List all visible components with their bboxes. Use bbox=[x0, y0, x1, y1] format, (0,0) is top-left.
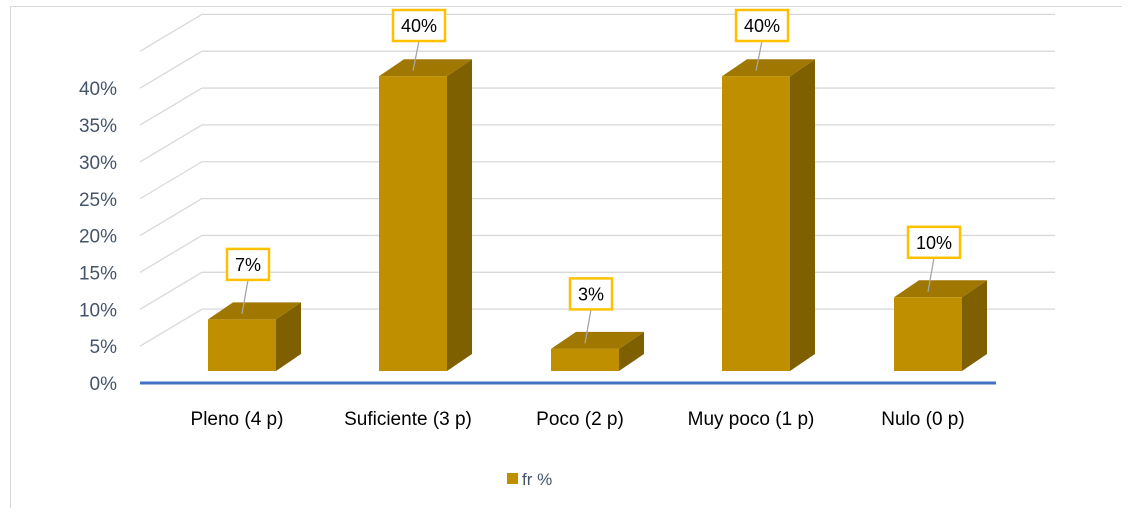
gridline-diagonal bbox=[139, 87, 203, 126]
bar bbox=[722, 59, 815, 371]
chart-frame-top-border bbox=[10, 6, 1122, 7]
x-tick-label: Pleno (4 p) bbox=[191, 409, 284, 430]
y-axis-tick-labels: 0% 5% 10% 15% 20% 25% 30% 35% 40% bbox=[79, 79, 117, 395]
data-label-leader bbox=[241, 279, 249, 315]
data-label-leader bbox=[755, 40, 763, 71]
data-label-leader bbox=[584, 309, 592, 344]
data-label-leader bbox=[927, 257, 935, 292]
data-label-text: 7% bbox=[235, 255, 261, 275]
bar-top bbox=[551, 331, 644, 349]
bar-front bbox=[208, 319, 276, 371]
y-tick-label: 15% bbox=[79, 263, 117, 284]
x-tick-label: Poco (2 p) bbox=[536, 409, 624, 430]
bar-side bbox=[962, 280, 987, 371]
gridline-diagonal bbox=[139, 308, 203, 347]
bar bbox=[208, 302, 301, 371]
data-label-box bbox=[568, 277, 614, 311]
bar bbox=[379, 59, 472, 371]
data-label-text: 3% bbox=[578, 284, 604, 304]
y-tick-label: 40% bbox=[79, 79, 117, 100]
data-label-box bbox=[225, 247, 271, 282]
bar-front bbox=[379, 76, 447, 371]
gridline-diagonal bbox=[139, 161, 203, 200]
data-label-text: 10% bbox=[916, 233, 952, 253]
bar bbox=[551, 331, 644, 371]
bar-front bbox=[894, 297, 962, 371]
bar-front bbox=[722, 76, 790, 371]
data-label-text: 40% bbox=[744, 16, 780, 36]
legend-swatch bbox=[507, 473, 518, 484]
data-label-leader bbox=[412, 40, 420, 71]
data-label-box bbox=[391, 8, 447, 43]
bar-side bbox=[619, 331, 644, 371]
x-tick-label: Suficiente (3 p) bbox=[344, 409, 472, 430]
data-label: 40% bbox=[391, 8, 447, 71]
y-tick-label: 0% bbox=[90, 374, 118, 395]
bar-top bbox=[722, 59, 815, 77]
data-label: 7% bbox=[225, 247, 271, 315]
data-label: 40% bbox=[734, 8, 790, 71]
x-tick-label: Muy poco (1 p) bbox=[688, 409, 815, 430]
y-tick-label: 30% bbox=[79, 153, 117, 174]
bar-side bbox=[790, 59, 815, 371]
x-tick-label: Nulo (0 p) bbox=[881, 409, 964, 430]
legend-label: fr % bbox=[522, 470, 552, 489]
y-tick-label: 35% bbox=[79, 116, 117, 137]
data-label-box bbox=[906, 225, 962, 260]
gridline-diagonal bbox=[139, 124, 203, 163]
bar bbox=[894, 280, 987, 371]
bars bbox=[208, 59, 987, 371]
bar-side bbox=[447, 59, 472, 371]
gridline-diagonal bbox=[139, 50, 203, 89]
gridline-diagonal bbox=[139, 271, 203, 310]
bar-front bbox=[551, 348, 619, 371]
y-tick-label: 5% bbox=[90, 337, 118, 358]
gridlines bbox=[139, 13, 1055, 347]
y-tick-label: 25% bbox=[79, 190, 117, 211]
data-label: 3% bbox=[568, 277, 614, 344]
x-axis-tick-labels: Pleno (4 p) Suficiente (3 p) Poco (2 p) Muy… bbox=[191, 409, 965, 430]
data-label-box bbox=[734, 8, 790, 43]
gridline-diagonal bbox=[139, 234, 203, 274]
bar-top bbox=[894, 280, 987, 298]
y-tick-label: 20% bbox=[79, 227, 117, 248]
legend: fr % bbox=[507, 470, 552, 489]
bar-top bbox=[379, 59, 472, 77]
bar-top bbox=[208, 302, 301, 320]
data-labels: 7% 40% 3% 40% 10% bbox=[225, 8, 962, 344]
y-tick-label: 10% bbox=[79, 300, 117, 321]
gridline-diagonal bbox=[139, 198, 203, 237]
data-label-text: 40% bbox=[401, 16, 437, 36]
chart-frame-left-border bbox=[10, 6, 11, 508]
gridline-diagonal bbox=[139, 13, 203, 52]
bar-side bbox=[276, 302, 301, 371]
data-label: 10% bbox=[906, 225, 962, 292]
